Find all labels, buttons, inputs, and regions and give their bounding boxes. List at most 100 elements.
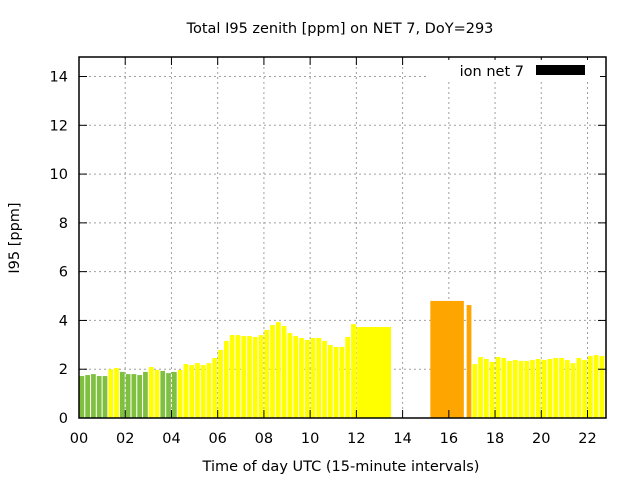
x-tick-label: 04 xyxy=(162,431,180,447)
x-tick-label: 20 xyxy=(532,431,550,447)
y-tick-label: 2 xyxy=(59,362,68,378)
x-tick-label: 00 xyxy=(70,431,88,447)
bar xyxy=(582,359,587,418)
bar xyxy=(287,333,293,418)
bar xyxy=(235,335,241,418)
x-tick-label: 02 xyxy=(116,431,134,447)
y-tick-label: 10 xyxy=(50,167,68,183)
bar xyxy=(507,360,512,418)
bar xyxy=(218,349,223,418)
bar xyxy=(576,357,582,418)
bar xyxy=(200,365,206,418)
bar xyxy=(559,357,564,418)
bar xyxy=(345,337,351,418)
y-tick-label: 8 xyxy=(59,216,68,232)
bar xyxy=(327,345,333,418)
bar xyxy=(333,347,339,418)
bar xyxy=(148,367,154,418)
bar xyxy=(316,337,322,418)
bar xyxy=(275,322,281,418)
legend-swatch xyxy=(536,65,585,75)
x-tick-label: 08 xyxy=(255,431,273,447)
bar xyxy=(541,359,547,418)
x-tick-label: 10 xyxy=(301,431,319,447)
x-tick-label: 06 xyxy=(208,431,226,447)
bar xyxy=(472,364,478,418)
bar xyxy=(206,363,212,418)
legend-label: ion net 7 xyxy=(460,64,524,80)
bar xyxy=(166,373,171,418)
bar xyxy=(195,363,200,418)
bar xyxy=(270,325,275,418)
bar xyxy=(183,364,189,418)
y-tick-label: 4 xyxy=(59,313,68,329)
bar xyxy=(241,336,247,418)
y-tick-label: 6 xyxy=(59,265,68,281)
bar xyxy=(114,367,119,418)
bar xyxy=(536,358,541,418)
bar xyxy=(588,356,593,418)
y-tick-label: 0 xyxy=(59,411,68,427)
bar xyxy=(252,337,258,418)
bar xyxy=(466,305,472,418)
bar xyxy=(495,357,501,418)
bar xyxy=(79,376,85,418)
y-tick-label: 14 xyxy=(50,70,68,86)
bar xyxy=(258,335,264,418)
bar xyxy=(264,329,270,418)
y-tick-label: 12 xyxy=(50,118,68,134)
bar xyxy=(322,340,327,418)
bar xyxy=(478,357,483,418)
bar xyxy=(131,374,137,418)
bar xyxy=(483,358,489,418)
bar xyxy=(96,376,102,418)
bars xyxy=(79,300,606,418)
bar xyxy=(547,358,553,418)
legend: ion net 7 xyxy=(428,60,600,80)
bar xyxy=(524,360,530,418)
bar xyxy=(299,337,304,418)
bar xyxy=(599,356,605,418)
wide-bar xyxy=(430,300,464,418)
x-tick-label: 16 xyxy=(440,431,458,447)
bar xyxy=(223,340,229,418)
x-tick-label: 12 xyxy=(347,431,365,447)
bar xyxy=(137,375,143,418)
wide-bar xyxy=(356,327,392,418)
bar xyxy=(154,369,160,418)
bar xyxy=(85,375,91,418)
y-axis-label: I95 [ppm] xyxy=(7,202,23,273)
bar xyxy=(310,337,316,418)
bar xyxy=(351,324,356,418)
bar xyxy=(553,357,559,418)
bar xyxy=(108,369,114,418)
bar xyxy=(143,371,148,418)
bar xyxy=(212,357,218,418)
bar xyxy=(171,371,177,418)
bar xyxy=(489,361,495,418)
bar xyxy=(189,365,195,418)
bar xyxy=(564,359,570,418)
bar xyxy=(247,336,252,418)
bar xyxy=(304,339,310,418)
bar xyxy=(593,355,599,418)
bar xyxy=(91,374,96,418)
x-tick-label: 14 xyxy=(393,431,411,447)
bar xyxy=(570,363,576,418)
bar xyxy=(518,360,524,418)
x-tick-label: 22 xyxy=(578,431,596,447)
bar xyxy=(293,336,299,418)
bar xyxy=(501,357,507,418)
grid xyxy=(79,57,606,418)
x-axis-label: Time of day UTC (15-minute intervals) xyxy=(202,459,480,475)
bar xyxy=(102,376,108,418)
bar xyxy=(125,374,131,418)
bar xyxy=(530,359,535,418)
bar xyxy=(177,369,183,418)
bar xyxy=(512,359,518,418)
plot-frame xyxy=(78,56,607,419)
bar xyxy=(281,326,287,418)
chart-title: Total I95 zenith [ppm] on NET 7, DoY=293 xyxy=(186,21,494,37)
